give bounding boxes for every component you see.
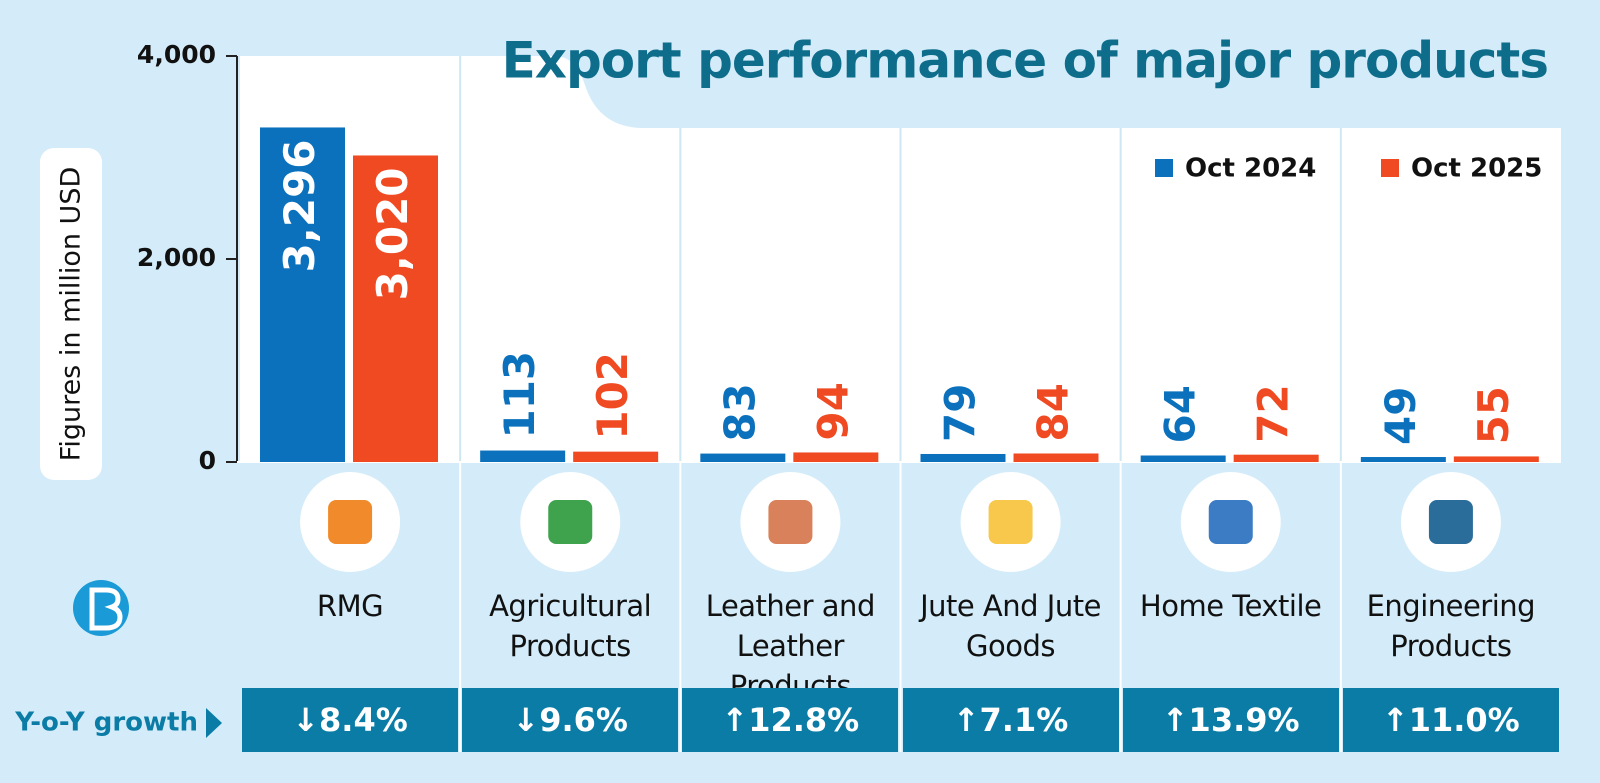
legend-swatch — [1381, 159, 1399, 177]
bar — [1360, 457, 1446, 463]
bar — [793, 452, 879, 462]
growth-row-label: Y-o-Y growth — [14, 708, 198, 738]
bar — [573, 451, 659, 462]
bar — [1013, 453, 1099, 462]
growth-value: ↑11.0% — [1342, 688, 1559, 752]
growth-arrow — [206, 708, 222, 738]
y-tick-label: 2,000 — [137, 243, 216, 272]
data-label: 79 — [936, 384, 985, 442]
bar — [353, 155, 438, 462]
bar — [480, 450, 566, 462]
category-icon-glyph — [1428, 500, 1473, 544]
data-label: 3,296 — [275, 139, 324, 272]
logo — [73, 580, 129, 636]
data-label: 94 — [808, 382, 857, 440]
category-label: Jute And Jute Goods — [920, 589, 1101, 663]
chart-title: Export performance of major products — [502, 32, 1548, 90]
legend-label: Oct 2024 — [1185, 154, 1316, 184]
growth-value: ↑13.9% — [1122, 688, 1339, 752]
category-icon-glyph — [548, 500, 593, 544]
bar — [1233, 454, 1319, 462]
data-label: 64 — [1156, 385, 1205, 443]
category-icon-glyph — [328, 500, 373, 544]
bar — [1140, 455, 1226, 462]
y-tick-label: 0 — [199, 446, 216, 475]
growth-value: ↓8.4% — [242, 688, 458, 752]
y-axis-label: Figures in million USD — [56, 167, 87, 462]
data-label: 83 — [715, 383, 764, 441]
data-label: 49 — [1376, 387, 1425, 445]
data-label: 55 — [1469, 386, 1518, 444]
logo-glyph — [89, 587, 123, 631]
category-icon-glyph — [1208, 500, 1253, 544]
category-icon-glyph — [768, 500, 813, 544]
category-label: Agricultural Products — [489, 589, 652, 663]
data-label: 102 — [588, 352, 637, 440]
bar — [920, 453, 1006, 462]
data-label: 84 — [1029, 383, 1078, 441]
data-label: 72 — [1249, 384, 1298, 442]
category-label: Engineering Products — [1366, 589, 1536, 663]
growth-value: ↑7.1% — [902, 688, 1119, 752]
bar — [700, 453, 786, 462]
bar — [260, 127, 345, 463]
data-label: 113 — [495, 351, 544, 439]
category-label: Home Textile — [1139, 589, 1322, 623]
legend-label: Oct 2025 — [1411, 154, 1542, 184]
y-tick-label: 4,000 — [137, 40, 216, 69]
category-icon-glyph — [988, 500, 1033, 544]
growth-value: ↑12.8% — [682, 688, 899, 752]
growth-value: ↓9.6% — [462, 688, 679, 752]
category-label: RMG — [316, 589, 384, 623]
legend: Oct 2024 Oct 2025 — [1155, 154, 1542, 184]
bar — [1453, 456, 1539, 462]
data-label: 3,020 — [368, 167, 417, 300]
axis-label-box — [40, 148, 102, 480]
legend-swatch — [1155, 159, 1173, 177]
